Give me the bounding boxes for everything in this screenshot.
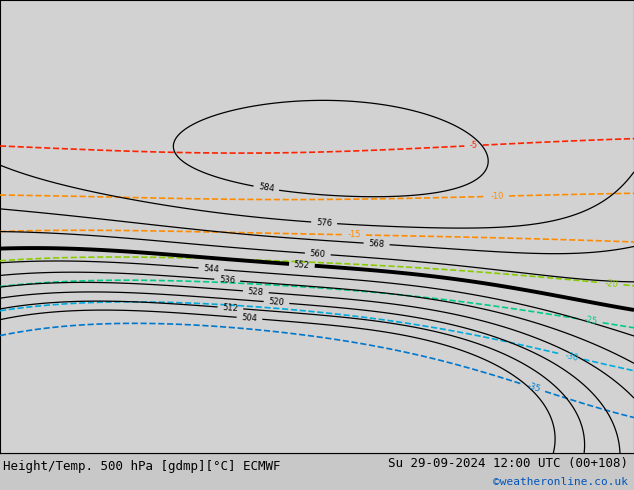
Text: 528: 528 <box>247 287 264 297</box>
Text: 552: 552 <box>294 260 310 270</box>
Text: -35: -35 <box>526 382 542 394</box>
Text: 576: 576 <box>316 218 332 228</box>
Text: 520: 520 <box>268 297 285 308</box>
Text: -25: -25 <box>584 316 598 326</box>
Text: -10: -10 <box>491 192 504 201</box>
Text: -20: -20 <box>605 278 619 289</box>
Text: -15: -15 <box>347 230 361 240</box>
Text: 584: 584 <box>258 183 275 194</box>
Text: Height/Temp. 500 hPa [gdmp][°C] ECMWF: Height/Temp. 500 hPa [gdmp][°C] ECMWF <box>3 460 281 473</box>
Text: ©weatheronline.co.uk: ©weatheronline.co.uk <box>493 477 628 487</box>
Text: 536: 536 <box>219 275 236 285</box>
Text: -30: -30 <box>564 351 579 363</box>
Text: 544: 544 <box>203 264 219 274</box>
Text: 512: 512 <box>222 303 238 313</box>
Text: 560: 560 <box>309 249 326 259</box>
Text: 504: 504 <box>242 313 257 323</box>
Text: Su 29-09-2024 12:00 UTC (00+108): Su 29-09-2024 12:00 UTC (00+108) <box>387 457 628 470</box>
Text: 568: 568 <box>368 239 385 249</box>
Text: -5: -5 <box>469 141 478 150</box>
